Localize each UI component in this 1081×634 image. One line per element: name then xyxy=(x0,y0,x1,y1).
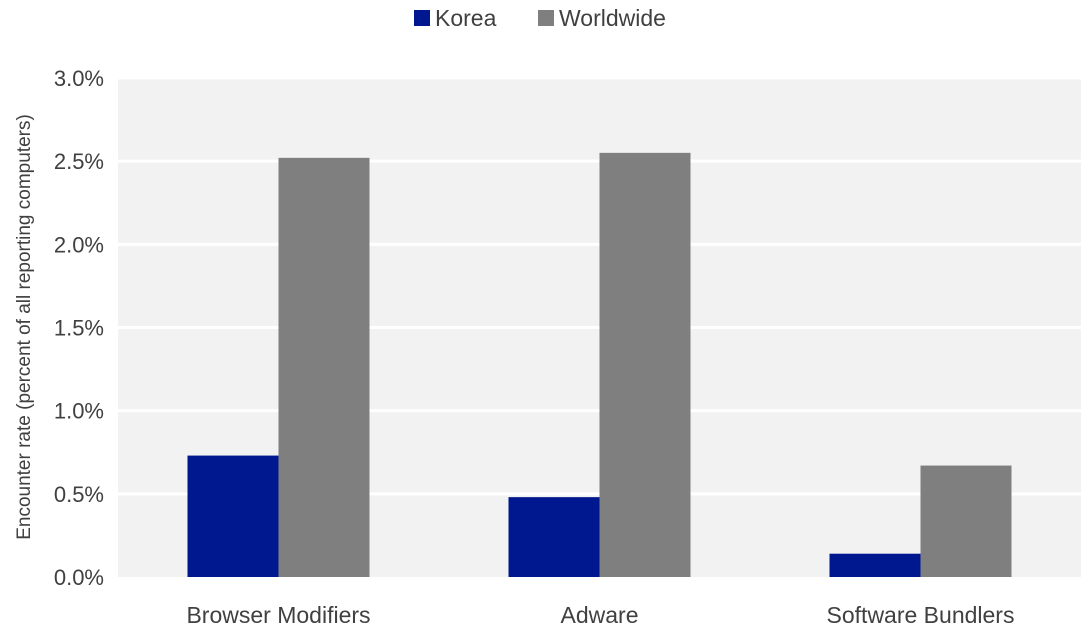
bar-korea-adware xyxy=(508,497,600,577)
bars xyxy=(187,152,1012,577)
y-tick-label: 2.5% xyxy=(54,149,104,174)
y-axis-ticks: 0.0% 0.5% 1.0% 1.5% 2.0% 2.5% 3.0% xyxy=(54,66,104,590)
bar-korea-software-bundlers xyxy=(829,553,921,577)
y-axis-title: Encounter rate (percent of all reporting… xyxy=(14,114,35,540)
legend-label-worldwide: Worldwide xyxy=(559,5,666,31)
y-tick-label: 1.0% xyxy=(54,399,104,424)
y-tick-label: 0.5% xyxy=(54,482,104,507)
bar-worldwide-browser-modifiers xyxy=(278,157,370,577)
bar-worldwide-adware xyxy=(599,152,691,577)
bar-worldwide-software-bundlers xyxy=(920,465,1012,577)
legend: Korea Worldwide xyxy=(414,5,666,31)
x-category-label: Software Bundlers xyxy=(827,602,1015,628)
y-tick-label: 3.0% xyxy=(54,66,104,91)
legend-label-korea: Korea xyxy=(435,5,497,31)
legend-swatch-korea xyxy=(414,10,430,26)
x-category-label: Browser Modifiers xyxy=(186,602,370,628)
y-tick-label: 2.0% xyxy=(54,232,104,257)
y-tick-label: 0.0% xyxy=(54,565,104,590)
x-axis-categories: Browser Modifiers Adware Software Bundlers xyxy=(186,602,1014,628)
x-category-label: Adware xyxy=(561,602,639,628)
y-tick-label: 1.5% xyxy=(54,316,104,341)
bar-korea-browser-modifiers xyxy=(187,455,279,577)
legend-swatch-worldwide xyxy=(538,10,554,26)
